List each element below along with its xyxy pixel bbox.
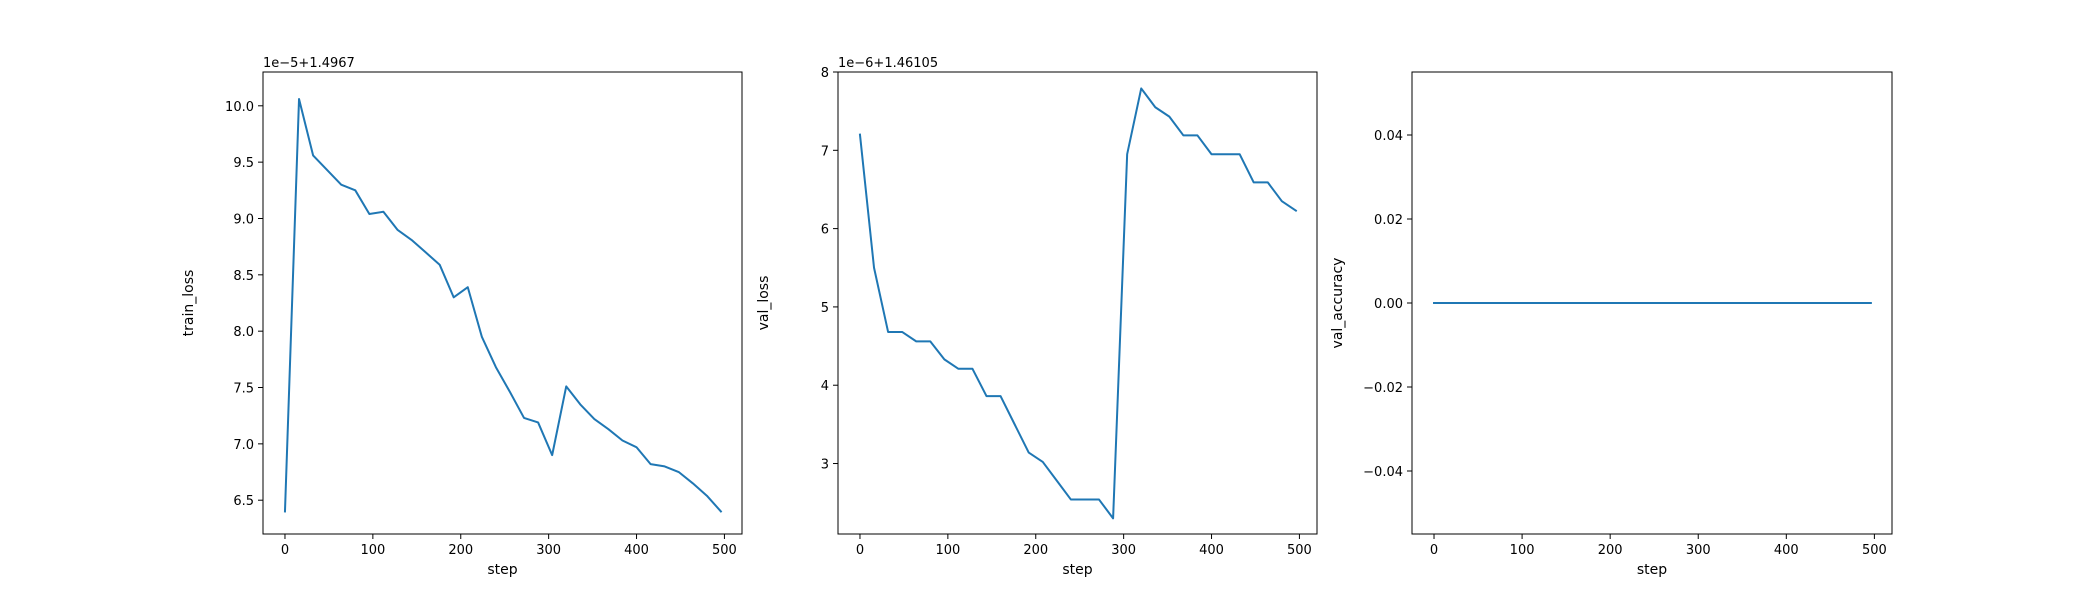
- val-loss-x-axis-label: step: [1062, 562, 1092, 578]
- val-accuracy-x-tick-label: 0: [1430, 543, 1438, 558]
- train-loss-x-ticks: 0 100 200 300 400 500: [281, 534, 737, 558]
- train-loss-y-tick-label: 8.5: [233, 269, 254, 284]
- val-accuracy-x-tick-label: 400: [1774, 543, 1799, 558]
- val-loss-y-tick-label: 7: [821, 144, 829, 159]
- val-accuracy-x-ticks: 0 100 200 300 400 500: [1430, 534, 1887, 558]
- val-accuracy-x-tick-label: 200: [1598, 543, 1623, 558]
- train-loss-y-tick-label: 9.0: [233, 212, 254, 227]
- val-loss-x-tick-label: 0: [856, 543, 864, 558]
- val-accuracy-y-ticks: −0.04 −0.02 0.00 0.02 0.04: [1363, 129, 1412, 480]
- val-loss-x-tick-label: 500: [1287, 543, 1312, 558]
- train-loss-x-tick-label: 200: [448, 543, 473, 558]
- val-loss-series-layer: [858, 87, 1298, 520]
- train-loss-offset-text: 1e−5+1.4967: [263, 56, 355, 71]
- val-accuracy-y-axis-label: val_accuracy: [1330, 258, 1346, 349]
- val-loss-x-tick-label: 200: [1023, 543, 1048, 558]
- val-loss-y-tick-label: 4: [821, 379, 829, 394]
- val-loss-y-axis-label: val_loss: [756, 276, 772, 331]
- train-loss-series-line: [283, 98, 723, 513]
- train-loss-y-tick-label: 6.5: [233, 494, 254, 509]
- train-loss-axes-frame: [262, 71, 743, 535]
- val-loss-y-tick-label: 6: [821, 223, 829, 238]
- train-loss-y-tick-label: 9.5: [233, 156, 254, 171]
- val-accuracy-y-tick-label: 0.00: [1374, 297, 1403, 312]
- val-accuracy-panel: 0 100 200 300 400 500 −0.04−0.020.000.020.04 …: [1330, 71, 1893, 578]
- val-loss-panel: 0 100 200 300 400 500 3 4 5 6 7 8 1e−6+1.46105 ste…: [756, 56, 1318, 578]
- train-loss-x-tick-label: 300: [536, 543, 561, 558]
- val-loss-y-tick-label: 3: [821, 458, 829, 473]
- val-accuracy-x-tick-label: 500: [1862, 543, 1887, 558]
- val-loss-x-tick-label: 300: [1111, 543, 1136, 558]
- train-loss-x-tick-label: 100: [360, 543, 385, 558]
- val-accuracy-y-tick-label: −0.04: [1363, 465, 1403, 480]
- val-accuracy-y-tick-label: −0.02: [1363, 381, 1403, 396]
- val-loss-x-tick-label: 100: [935, 543, 960, 558]
- train-loss-x-axis-label: step: [487, 562, 517, 578]
- train-loss-y-tick-label: 7.0: [233, 438, 254, 453]
- train-loss-x-tick-label: 400: [624, 543, 649, 558]
- train-loss-x-tick-label: 0: [281, 543, 289, 558]
- train-loss-y-tick-label: 7.5: [233, 382, 254, 397]
- val-accuracy-y-tick-label: 0.02: [1374, 213, 1403, 228]
- train-loss-y-ticks: 6.5 7.0 7.5 8.0 8.5 9.0 9.5 10.0: [225, 100, 263, 509]
- val-loss-y-tick-label: 5: [821, 301, 829, 316]
- train-loss-y-tick-label: 8.0: [233, 325, 254, 340]
- val-loss-x-ticks: 0 100 200 300 400 500: [856, 534, 1312, 558]
- val-accuracy-y-tick-label: 0.04: [1374, 129, 1403, 144]
- train-loss-y-tick-label: 10.0: [225, 100, 254, 115]
- val-accuracy-x-tick-label: 300: [1686, 543, 1711, 558]
- val-loss-x-tick-label: 400: [1199, 543, 1224, 558]
- train-loss-series-layer: [283, 98, 723, 513]
- val-loss-axes-frame: [837, 71, 1318, 535]
- val-loss-y-tick-label: 8: [821, 66, 829, 81]
- val-loss-series-line: [858, 87, 1298, 520]
- val-loss-offset-text: 1e−6+1.46105: [838, 56, 938, 71]
- train-loss-y-axis-label: train_loss: [181, 270, 197, 337]
- train-loss-panel: 0 100 200 300 400 500 6.5 7.0 7.5 8.0 8.5 9.0 9.5 10…: [181, 56, 743, 578]
- val-loss-y-ticks: 3 4 5 6 7 8: [821, 66, 838, 473]
- val-accuracy-x-axis-label: step: [1637, 562, 1667, 578]
- val-accuracy-x-tick-label: 100: [1510, 543, 1535, 558]
- train-loss-x-tick-label: 500: [712, 543, 737, 558]
